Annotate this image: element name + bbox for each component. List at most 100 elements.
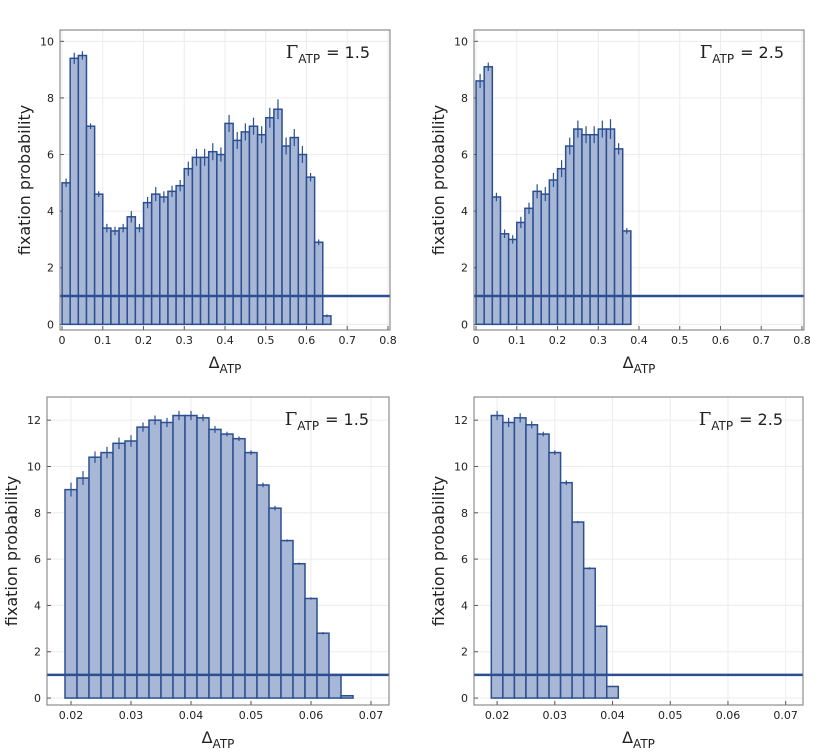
bar — [77, 54, 88, 326]
x-tick-label: 0.04 — [600, 709, 625, 722]
bar — [126, 216, 137, 326]
x-tick-label: 0.8 — [793, 334, 811, 347]
x-tick-label: 0.7 — [752, 334, 770, 347]
y-tick-label: 6 — [34, 553, 41, 566]
y-tick-label: 2 — [461, 646, 468, 659]
bar — [142, 201, 153, 326]
annotation-value: = 2.5 — [739, 410, 783, 429]
x-tick-label: 0.02 — [59, 709, 84, 722]
x-tick-label: 0 — [59, 334, 66, 347]
y-tick-label: 2 — [461, 262, 468, 275]
bar — [102, 227, 112, 326]
bar — [559, 481, 573, 699]
bar — [513, 417, 527, 699]
x-tick-label: 0.8 — [379, 334, 397, 347]
bar — [64, 488, 78, 699]
annotation-value: = 2.5 — [740, 43, 784, 62]
bar — [499, 233, 510, 326]
y-tick-label: 6 — [461, 149, 468, 162]
bar — [224, 122, 234, 326]
y-tick-label: 4 — [47, 205, 54, 218]
bar — [256, 484, 270, 699]
x-tick-label: 0.06 — [716, 709, 741, 722]
y-axis-label: fixation probability — [429, 105, 448, 255]
bar — [172, 414, 186, 699]
x-tick-label: 0.03 — [119, 709, 144, 722]
bar — [160, 421, 174, 699]
x-tick-label: 0.2 — [549, 334, 567, 347]
bar — [516, 221, 526, 326]
x-label-symbol: Δ — [622, 728, 633, 747]
y-tick-label: 8 — [461, 92, 468, 105]
x-label-subscript: ATP — [220, 362, 242, 376]
bar — [490, 414, 504, 699]
panel: 0.02 0.03 0.04 0.05 0.06 0.07024681012ΔATPfix… — [2, 396, 390, 751]
y-tick-label: 8 — [461, 507, 468, 520]
x-tick-label: 0 — [473, 334, 480, 347]
bar — [199, 156, 210, 326]
bar — [216, 153, 226, 326]
bar — [69, 57, 80, 326]
y-tick-label: 8 — [47, 92, 54, 105]
x-axis-label: ΔATP — [202, 728, 235, 751]
bar — [540, 193, 551, 326]
x-tick-label: 0.6 — [298, 334, 316, 347]
annotation: ΓATP = 1.5 — [285, 409, 369, 433]
x-tick-label: 0.5 — [671, 334, 689, 347]
bar — [191, 156, 202, 326]
bar — [150, 193, 161, 326]
y-tick-label: 10 — [454, 460, 468, 473]
y-tick-label: 4 — [461, 205, 468, 218]
panel: 0 0.1 0.2 0.3 0.4 0.5 0.6 0.7 0.80246810ΔATPfixa… — [15, 29, 397, 376]
y-tick-label: 4 — [461, 599, 468, 612]
bar — [136, 426, 150, 699]
bar — [148, 419, 162, 699]
bar — [248, 125, 259, 326]
x-axis-label: ΔATP — [209, 353, 242, 376]
y-tick-label: 0 — [34, 692, 41, 705]
bar — [88, 456, 102, 699]
y-axis-label: fixation probability — [429, 476, 448, 626]
bar — [273, 108, 283, 326]
bar — [621, 230, 632, 326]
x-tick-label: 0.05 — [239, 709, 264, 722]
bar — [61, 182, 71, 326]
bar — [220, 433, 234, 699]
x-label-symbol: Δ — [623, 353, 634, 372]
bar — [208, 428, 222, 699]
bar — [564, 145, 575, 326]
bar — [184, 414, 198, 699]
bar — [159, 196, 169, 326]
annotation: ΓATP = 2.5 — [699, 409, 783, 433]
annotation-symbol: Γ — [286, 42, 299, 63]
annotation-value: = 1.5 — [325, 410, 369, 429]
bar — [304, 597, 318, 699]
x-label-symbol: Δ — [209, 353, 220, 372]
bar — [100, 451, 114, 699]
y-tick-label: 4 — [34, 599, 41, 612]
y-tick-label: 0 — [461, 692, 468, 705]
bar — [268, 507, 282, 699]
bar — [483, 66, 494, 326]
x-tick-label: 0.6 — [712, 334, 730, 347]
bar — [507, 238, 518, 326]
x-tick-label: 0.7 — [338, 334, 356, 347]
x-label-subscript: ATP — [633, 737, 655, 751]
x-tick-label: 0.2 — [135, 334, 153, 347]
y-axis-label: fixation probability — [2, 476, 21, 626]
y-tick-label: 10 — [27, 460, 41, 473]
annotation: ΓATP = 2.5 — [700, 42, 784, 66]
x-tick-label: 0.1 — [508, 334, 526, 347]
bar — [134, 227, 145, 326]
annotation-symbol: Γ — [699, 409, 712, 430]
bar — [232, 437, 246, 699]
bar — [264, 116, 275, 326]
bar — [76, 477, 90, 699]
x-tick-label: 0.07 — [359, 709, 384, 722]
bar — [525, 424, 539, 699]
annotation: ΓATP = 1.5 — [286, 42, 370, 66]
bar — [281, 145, 291, 326]
y-tick-label: 10 — [40, 35, 54, 48]
bar — [594, 625, 608, 699]
